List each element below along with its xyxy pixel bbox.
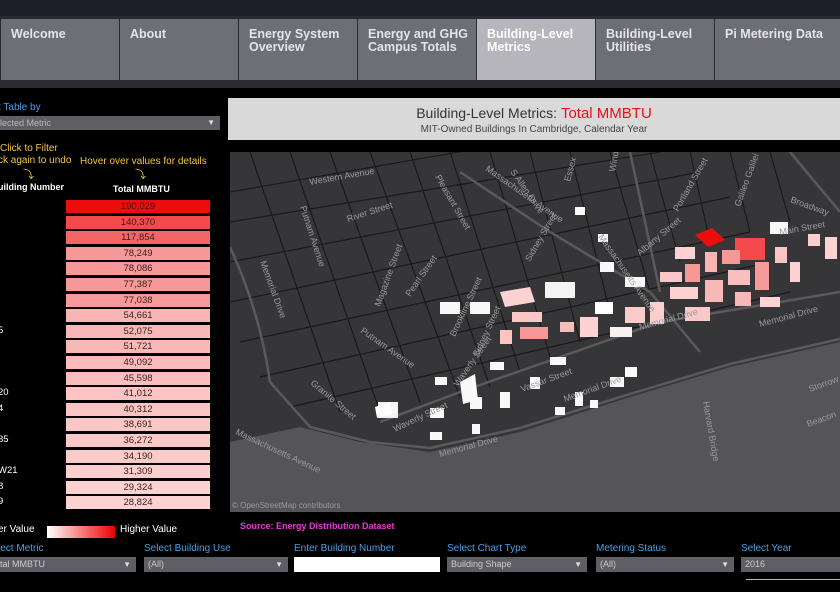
chevron-down-icon: ▼ — [275, 557, 283, 572]
legend-high-label: Higher Value — [120, 524, 177, 535]
row-building-label[interactable]: 8 — [0, 481, 3, 492]
enter-building-number-label: Enter Building Number — [294, 543, 395, 554]
row-metric-cell[interactable]: 40,312 — [66, 403, 210, 416]
legend-low-label: er Value — [0, 524, 35, 535]
select-chart-type-value: Building Shape — [451, 559, 512, 569]
col-total-mmbtu[interactable]: Total MMBTU — [113, 184, 170, 194]
chevron-down-icon: ▼ — [207, 116, 215, 130]
select-year-dropdown[interactable]: 2016 — [741, 557, 840, 572]
chevron-down-icon: ▼ — [721, 557, 729, 572]
tab-pi-metering-data[interactable]: Pi Metering Data — [715, 19, 840, 80]
campus-map[interactable]: Western Avenue River Street Putnam Avenu… — [230, 152, 840, 512]
down-arrow-icon: ⤵ — [135, 166, 146, 182]
chevron-down-icon: ▼ — [574, 557, 582, 572]
select-building-use-dropdown[interactable]: (All) ▼ — [144, 557, 288, 572]
street-label: Windsor — [607, 152, 623, 172]
row-metric-cell[interactable]: 78,086 — [66, 262, 210, 275]
row-metric-cell[interactable]: 78,249 — [66, 247, 210, 260]
select-chart-type-label: Select Chart Type — [447, 543, 526, 554]
select-chart-type-dropdown[interactable]: Building Shape ▼ — [447, 557, 587, 572]
sort-table-select[interactable]: lected Metric ▼ — [0, 116, 220, 130]
row-building-label[interactable]: 20 — [0, 387, 9, 398]
row-building-label[interactable]: 4 — [0, 403, 3, 414]
select-metric-label: lect Metric — [0, 543, 44, 554]
select-building-use-label: Select Building Use — [144, 543, 231, 554]
row-metric-cell[interactable]: 54,661 — [66, 309, 210, 322]
row-metric-cell[interactable]: 51,721 — [66, 340, 210, 353]
tab-energy-ghg-campus-totals[interactable]: Energy and GHG Campus Totals — [358, 19, 476, 80]
street-label: Putnam Avenue — [359, 325, 417, 370]
map-attribution[interactable]: © OpenStreetMap contributors — [232, 501, 341, 510]
year-slider[interactable] — [746, 579, 840, 580]
select-year-value: 2016 — [745, 559, 765, 569]
row-metric-cell[interactable]: 49,092 — [66, 356, 210, 369]
chevron-down-icon: ▼ — [123, 557, 131, 572]
filter-hint-line1: Click to Filter — [0, 143, 58, 154]
row-metric-cell[interactable]: 31,309 — [66, 465, 210, 478]
tab-building-level-utilities[interactable]: Building-Level Utilities — [596, 19, 714, 80]
select-building-use-value: (All) — [148, 559, 164, 569]
street-label: Putnam Avenue — [298, 205, 327, 268]
select-year-label: Select Year — [741, 543, 792, 554]
tab-welcome[interactable]: Welcome — [1, 19, 119, 80]
top-nav: Welcome About Energy System Overview Ene… — [0, 0, 840, 88]
street-label: Magazine Street — [372, 242, 404, 307]
row-metric-cell[interactable]: 77,387 — [66, 278, 210, 291]
filter-hint-line2: ck again to undo — [0, 155, 71, 166]
legend-gradient — [47, 526, 115, 538]
row-metric-cell[interactable]: 28,824 — [66, 496, 210, 509]
building-number-input[interactable] — [294, 557, 440, 572]
map-title-metric: Total MMBTU — [561, 105, 652, 122]
metering-status-label: Metering Status — [596, 543, 666, 554]
top-stripe — [0, 0, 840, 16]
map-title: Building-Level Metrics: Total MMBTU — [228, 105, 840, 122]
street-label: Essex — [562, 156, 578, 183]
street-label: Portland Street — [671, 156, 710, 213]
row-metric-cell[interactable]: 77,038 — [66, 294, 210, 307]
map-header: Building-Level Metrics: Total MMBTU MIT-… — [228, 98, 840, 140]
charles-river — [230, 342, 840, 512]
data-source-label: Source: Energy Distribution Dataset — [240, 521, 395, 531]
row-building-label[interactable]: 5 — [0, 325, 3, 336]
row-metric-cell[interactable]: 117,854 — [66, 231, 210, 244]
metering-status-dropdown[interactable]: (All) ▼ — [596, 557, 734, 572]
col-building-number[interactable]: uilding Number — [0, 182, 64, 192]
row-building-label[interactable]: 35 — [0, 434, 9, 445]
row-metric-cell[interactable]: 38,691 — [66, 418, 210, 431]
sort-table-value: lected Metric — [0, 118, 51, 128]
down-arrow-icon: ⤵ — [23, 166, 34, 182]
street-label: Granite Street — [309, 378, 359, 422]
select-metric-value: tal MMBTU — [0, 559, 45, 569]
tab-energy-system-overview[interactable]: Energy System Overview — [239, 19, 357, 80]
street-label: Vassar Street — [519, 366, 573, 394]
row-metric-cell[interactable]: 36,272 — [66, 434, 210, 447]
row-metric-cell[interactable]: 45,598 — [66, 372, 210, 385]
row-metric-cell[interactable]: 52,075 — [66, 325, 210, 338]
street-label: Memorial Drive — [758, 304, 819, 329]
map-canvas[interactable]: Western Avenue River Street Putnam Avenu… — [230, 152, 840, 512]
row-building-label[interactable]: W21 — [0, 465, 18, 476]
map-subtitle: MIT-Owned Buildings In Cambridge, Calend… — [228, 124, 840, 135]
map-title-prefix: Building-Level Metrics: — [416, 105, 561, 121]
row-metric-cell[interactable]: 34,190 — [66, 450, 210, 463]
tab-about[interactable]: About — [120, 19, 238, 80]
tab-building-level-metrics[interactable]: Building-Level Metrics — [477, 19, 595, 80]
street-label: Broadway — [789, 194, 830, 217]
row-building-label[interactable]: 9 — [0, 496, 3, 507]
street-label: Pleasant Street — [433, 173, 473, 232]
street-label: River Street — [346, 200, 395, 224]
sort-table-label: t Table by — [0, 102, 41, 113]
row-metric-cell[interactable]: 140,370 — [66, 216, 210, 229]
row-metric-cell[interactable]: 41,012 — [66, 387, 210, 400]
row-metric-cell[interactable]: 190,029 — [66, 200, 210, 213]
street-label: Memorial Drive — [258, 259, 288, 319]
row-metric-cell[interactable]: 29,324 — [66, 481, 210, 494]
metering-status-value: (All) — [600, 559, 616, 569]
select-metric-dropdown[interactable]: tal MMBTU ▼ — [0, 557, 136, 572]
